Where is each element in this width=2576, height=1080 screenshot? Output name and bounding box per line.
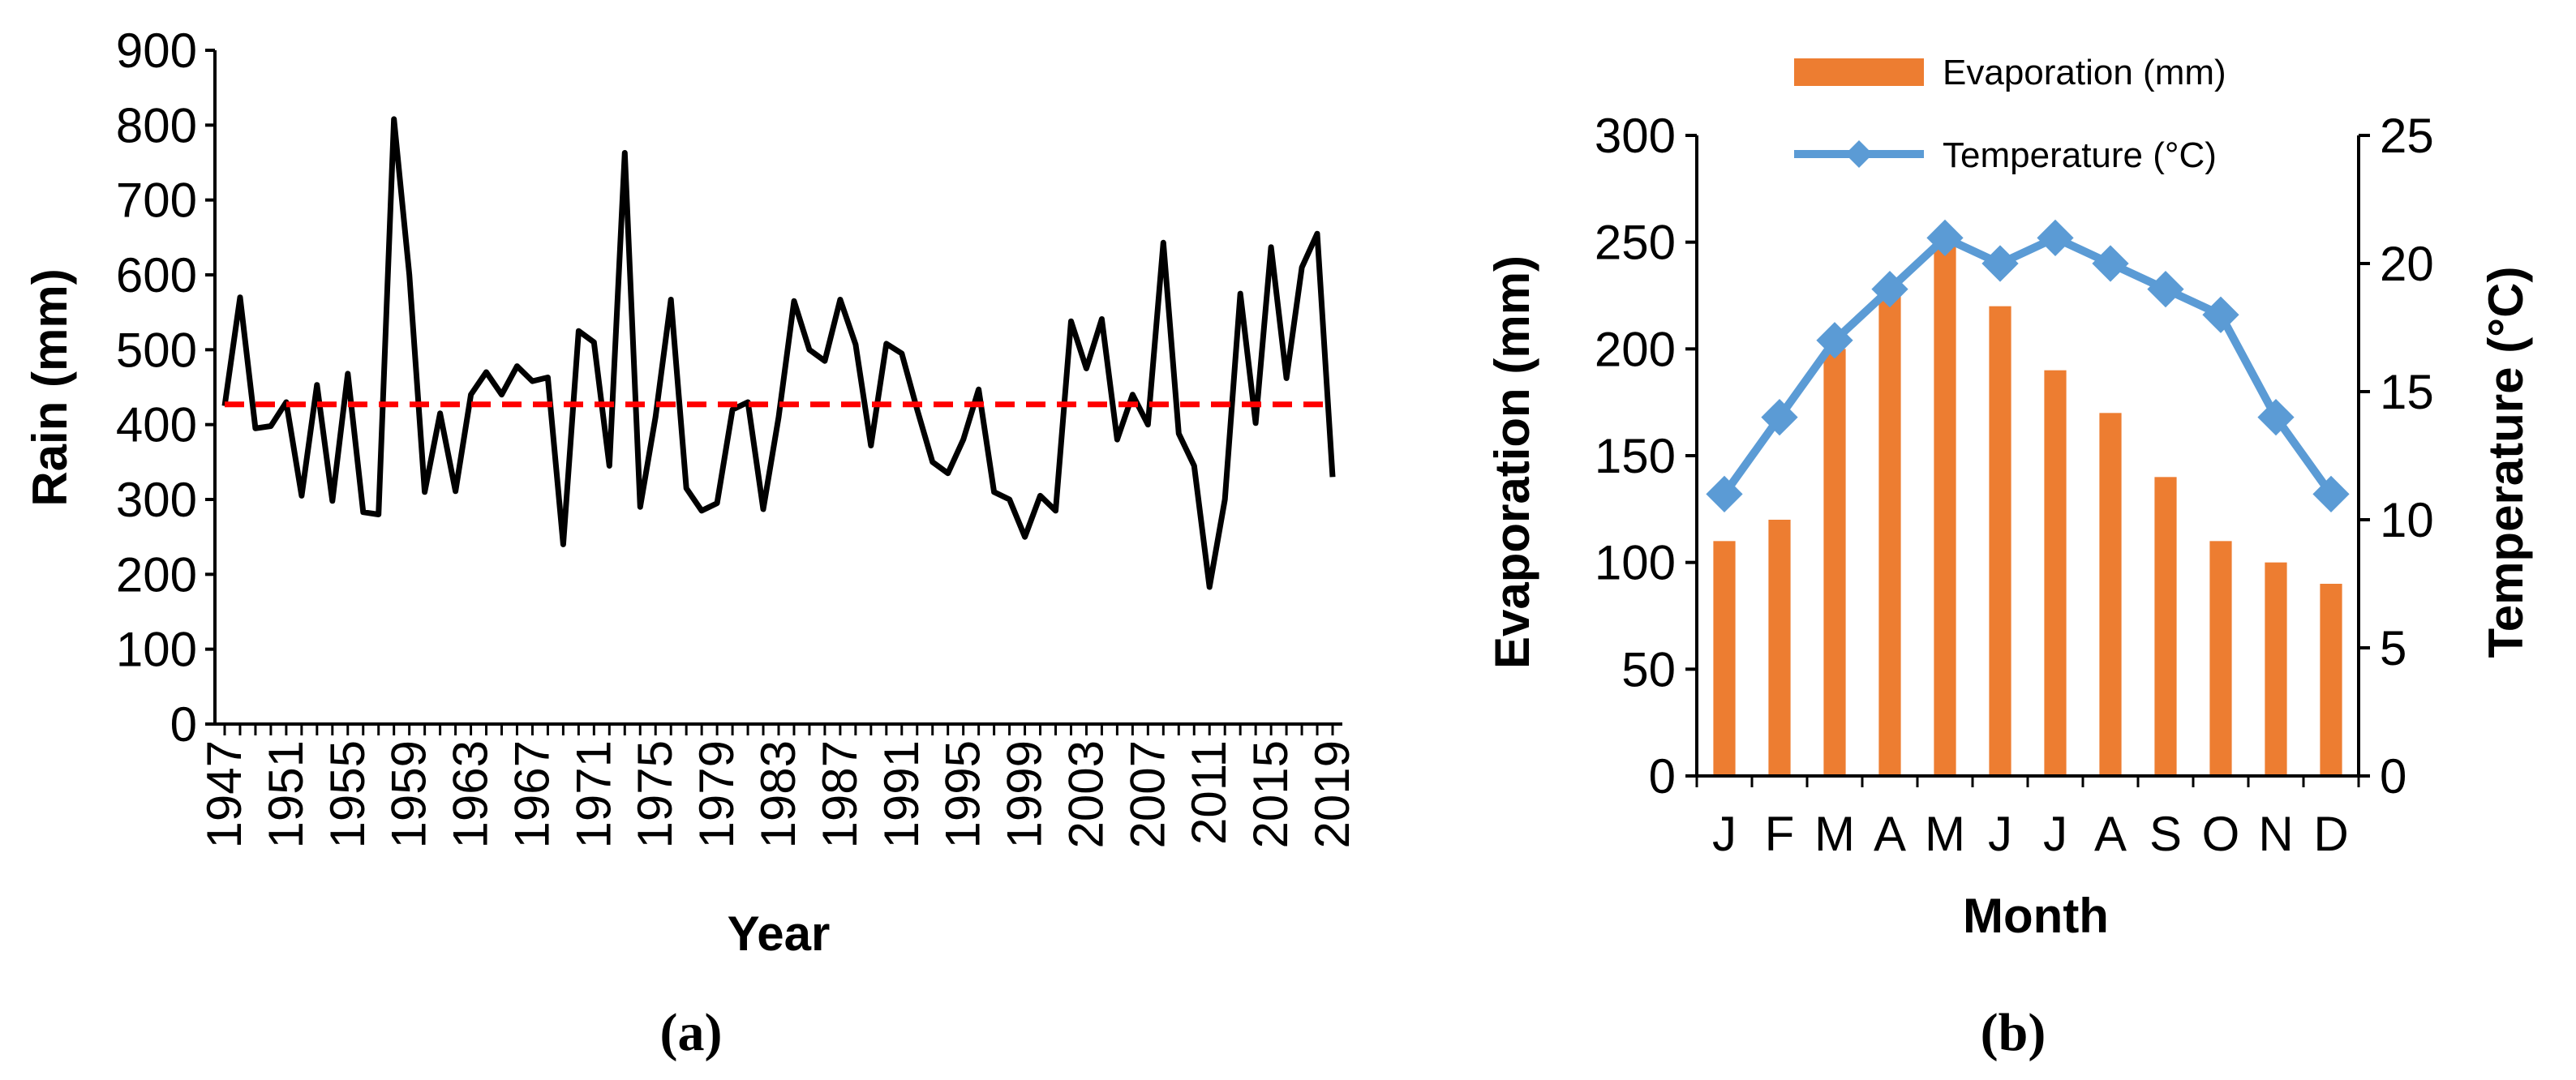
rain-x-tick-label: 1987 <box>813 740 867 848</box>
temperature-y-tick-label: 20 <box>2380 237 2434 291</box>
temperature-point <box>2312 475 2350 513</box>
evaporation-bar <box>2209 541 2232 776</box>
legend-evaporation-swatch <box>1794 58 1924 86</box>
evaporation-y-tick-label: 50 <box>1621 642 1676 696</box>
rain-x-tick-label: 2015 <box>1243 740 1298 848</box>
rain-x-tick-label: 1999 <box>998 740 1052 848</box>
evaporation-bar <box>2154 477 2177 776</box>
rain-x-tick-label: 1947 <box>197 740 251 848</box>
month-x-tick-label: A <box>2094 807 2127 861</box>
month-x-tick-label: M <box>1925 807 1965 861</box>
rain-x-tick-label: 1951 <box>259 740 313 848</box>
month-x-tick-label: J <box>1988 807 2012 861</box>
rain-x-tick-label: 1963 <box>444 740 498 848</box>
evaporation-bar <box>2320 584 2342 776</box>
rain-x-axis-label: Year <box>728 906 831 961</box>
temperature-point <box>1706 475 1743 513</box>
rain-y-tick-label: 0 <box>170 697 197 752</box>
evaporation-bar <box>2044 370 2067 776</box>
temperature-point <box>2202 296 2239 333</box>
evaporation-bar <box>1768 520 1791 776</box>
temperature-y-tick-label: 5 <box>2380 621 2406 675</box>
evaporation-bar <box>1934 231 1956 776</box>
month-x-tick-label: J <box>2043 807 2067 861</box>
rain-y-tick-label: 500 <box>116 323 197 377</box>
temperature-y-axis-label: Temperature (°C) <box>2479 267 2533 658</box>
evaporation-y-tick-label: 200 <box>1595 322 1676 376</box>
rain-series-line <box>221 116 1336 590</box>
rain-x-tick-label: 1975 <box>628 740 682 848</box>
rain-y-tick-label: 300 <box>116 473 197 527</box>
temperature-y-tick-label: 10 <box>2380 493 2434 547</box>
legend-evaporation-label: Evaporation (mm) <box>1943 53 2226 92</box>
temperature-point <box>1981 245 2019 282</box>
temperature-point <box>2092 245 2129 282</box>
evaporation-bar <box>1989 306 2011 777</box>
rain-x-tick-label: 1979 <box>689 740 744 848</box>
panel-label-a: (a) <box>660 1003 723 1062</box>
rain-y-axis-label: Rain (mm) <box>23 268 77 506</box>
evaporation-y-tick-label: 300 <box>1595 109 1676 163</box>
temperature-point <box>2147 270 2184 308</box>
rain-y-tick-label: 600 <box>116 248 197 302</box>
rain-x-tick-label: 2011 <box>1182 740 1236 845</box>
evaporation-bar <box>2099 413 2122 776</box>
rain-y-tick-label: 900 <box>116 24 197 78</box>
evaporation-y-axis-label: Evaporation (mm) <box>1485 255 1539 669</box>
month-x-tick-label: S <box>2149 807 2182 861</box>
month-x-tick-label: D <box>2313 807 2348 861</box>
temperature-y-tick-label: 25 <box>2380 109 2434 163</box>
rain-x-tick-label: 2019 <box>1305 740 1359 848</box>
month-x-tick-label: O <box>2202 807 2240 861</box>
month-x-tick-label: J <box>1712 807 1737 861</box>
temperature-y-tick-label: 15 <box>2380 365 2434 419</box>
legend-temperature-marker <box>1845 140 1873 168</box>
evaporation-y-tick-label: 150 <box>1595 429 1676 483</box>
temperature-series-line <box>1720 234 2335 497</box>
evaporation-bar <box>1823 349 1846 776</box>
evaporation-bar <box>1713 541 1736 776</box>
rain-y-tick-label: 700 <box>116 174 197 228</box>
rain-x-tick-label: 1959 <box>382 740 436 848</box>
month-x-tick-label: F <box>1765 807 1795 861</box>
rain-y-tick-label: 800 <box>116 98 197 152</box>
legend: Evaporation (mm) Temperature (°C) <box>1794 53 2226 175</box>
evaporation-y-tick-label: 100 <box>1595 536 1676 590</box>
month-x-axis-label: Month <box>1963 889 2109 943</box>
evaporation-y-tick-label: 0 <box>1649 749 1676 804</box>
evaporation-bar <box>1878 285 1901 776</box>
rain-x-tick-label: 1995 <box>936 740 990 848</box>
temperature-point <box>2037 219 2074 257</box>
rain-x-tick-label: 2007 <box>1120 740 1174 848</box>
rain-x-tick-label: 2003 <box>1058 740 1113 848</box>
rain-x-tick-label: 1955 <box>320 740 375 848</box>
rain-x-tick-label: 1971 <box>566 740 620 848</box>
evaporation-y-tick-label: 250 <box>1595 216 1676 270</box>
rain-y-tick-label: 100 <box>116 623 197 677</box>
rain-x-tick-label: 1983 <box>751 740 805 848</box>
rain-y-tick-label: 200 <box>116 547 197 602</box>
panel-label-b: (b) <box>1981 1003 2046 1062</box>
rain-x-tick-label: 1967 <box>504 740 559 848</box>
evaporation-bar <box>2265 562 2287 776</box>
month-x-tick-label: A <box>1874 807 1906 861</box>
temperature-y-tick-label: 0 <box>2380 749 2406 804</box>
rain-x-tick-label: 1991 <box>874 740 929 848</box>
month-x-tick-label: N <box>2258 807 2293 861</box>
rain-y-tick-label: 400 <box>116 398 197 452</box>
month-x-tick-label: M <box>1814 807 1855 861</box>
legend-temperature-label: Temperature (°C) <box>1943 135 2217 175</box>
